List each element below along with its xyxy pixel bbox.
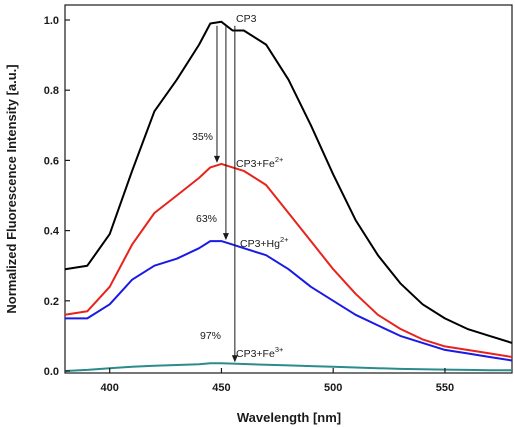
series-line-1 [64,20,513,344]
x-tick-label: 500 [324,382,342,394]
plot-area [64,4,513,374]
percent-35: 35% [192,131,213,143]
x-tick-label: 450 [212,382,230,394]
series-line-2 [64,162,513,358]
y-axis-title: Normalized Fluorescence Intensity [a.u.] [4,64,19,313]
x-tick-label: 550 [436,382,454,394]
y-tick-label: 0.8 [44,85,59,97]
quench-arrowhead-3 [231,355,238,363]
x-axis-title: Wavelength [nm] [237,410,341,425]
series-line-4 [64,362,512,372]
label-cp3-fe2: CP3+Fe2+ [236,155,284,170]
arrow-layer [213,25,238,363]
series-line-3 [65,240,513,362]
quench-arrowhead-2 [222,233,229,241]
x-axis-ticks: 400 450 500 550 [101,368,454,394]
percent-97: 97% [200,330,221,342]
label-cp3: CP3 [236,13,257,25]
label-cp3-hg2: CP3+Hg2+ [240,235,289,250]
y-axis-ticks: 0.0 0.2 0.4 0.6 0.8 1.0 [44,15,70,378]
y-tick-label: 0.2 [44,296,59,308]
plot-frame [64,4,513,374]
y-tick-label: 1.0 [44,15,59,27]
percent-63: 63% [196,213,217,225]
quench-arrowhead-1 [213,155,220,163]
y-tick-label: 0.4 [44,226,60,238]
series-layer [64,20,513,372]
y-tick-label: 0.6 [44,155,59,167]
label-cp3-fe3: CP3+Fe3+ [236,345,284,360]
x-tick-label: 400 [101,382,119,394]
y-tick-label: 0.0 [44,366,59,378]
annotation-layer: CP3 CP3+Fe2+ CP3+Hg2+ CP3+Fe3+ 35% 63% 9… [192,13,289,360]
